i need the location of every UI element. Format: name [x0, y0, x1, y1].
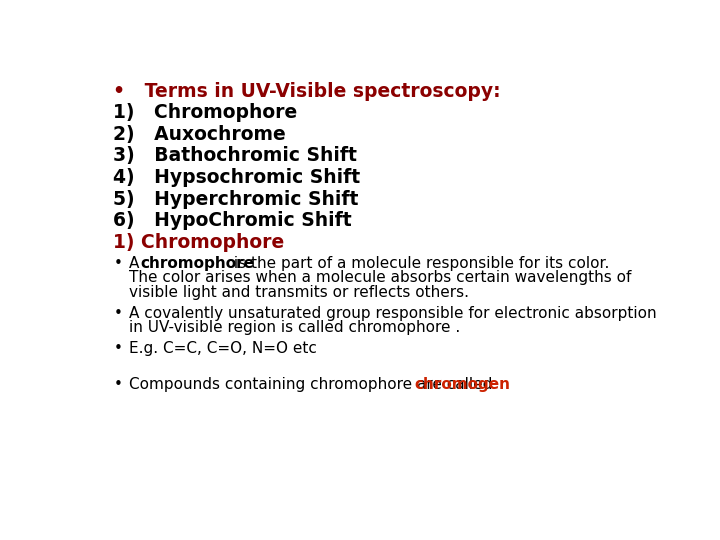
- Text: 5)   Hyperchromic Shift: 5) Hyperchromic Shift: [113, 190, 359, 208]
- Text: 1) Chromophore: 1) Chromophore: [113, 233, 284, 252]
- Text: is the part of a molecule responsible for its color.: is the part of a molecule responsible fo…: [229, 256, 609, 271]
- Text: •: •: [113, 377, 122, 392]
- Text: •: •: [113, 341, 122, 356]
- Text: 6)   HypoChromic Shift: 6) HypoChromic Shift: [113, 211, 352, 230]
- Text: chromophore: chromophore: [140, 256, 255, 271]
- Text: 4)   Hypsochromic Shift: 4) Hypsochromic Shift: [113, 168, 361, 187]
- Text: •: •: [113, 306, 122, 321]
- Text: 2)   Auxochrome: 2) Auxochrome: [113, 125, 286, 144]
- Text: 1)   Chromophore: 1) Chromophore: [113, 103, 297, 122]
- Text: The color arises when a molecule absorbs certain wavelengths of: The color arises when a molecule absorbs…: [129, 271, 631, 285]
- Text: Compounds containing chromophore are called: Compounds containing chromophore are cal…: [129, 377, 497, 392]
- Text: A: A: [129, 256, 144, 271]
- Text: •: •: [113, 256, 122, 271]
- Text: E.g. C=C, C=O, N=O etc: E.g. C=C, C=O, N=O etc: [129, 341, 317, 356]
- Text: in UV-visible region is called chromophore .: in UV-visible region is called chromopho…: [129, 320, 460, 335]
- Text: chromogen: chromogen: [414, 377, 510, 392]
- Text: 3)   Bathochromic Shift: 3) Bathochromic Shift: [113, 146, 357, 165]
- Text: visible light and transmits or reflects others.: visible light and transmits or reflects …: [129, 285, 469, 300]
- Text: •   Terms in UV-Visible spectroscopy:: • Terms in UV-Visible spectroscopy:: [113, 82, 501, 101]
- Text: A covalently unsaturated group responsible for electronic absorption: A covalently unsaturated group responsib…: [129, 306, 657, 321]
